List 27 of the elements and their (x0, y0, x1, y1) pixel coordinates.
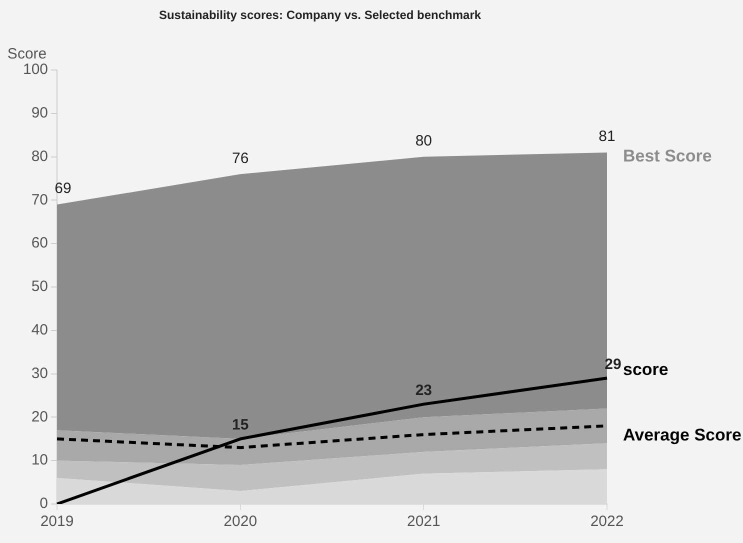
y-tick-label: 50 (31, 278, 48, 296)
x-tick-label: 2021 (406, 513, 440, 530)
series-label: score (623, 360, 668, 379)
data-label: 29 (604, 356, 622, 373)
y-tick-label: 60 (31, 234, 48, 252)
y-tick-label: 40 (31, 322, 48, 339)
y-tick-label: 0 (40, 495, 48, 512)
y-tick-label: 100 (22, 61, 48, 78)
total-label: 76 (232, 150, 249, 167)
total-label: 80 (415, 132, 432, 150)
y-axis-title: Score (7, 46, 47, 63)
y-tick-label: 20 (31, 408, 48, 426)
total-label: 69 (54, 180, 72, 198)
x-tick-label: 2019 (40, 513, 74, 530)
data-label: 15 (232, 416, 249, 434)
total-label: 81 (598, 128, 616, 146)
series-label: Average Score (623, 426, 742, 445)
x-tick-label: 2020 (224, 513, 258, 530)
y-tick-label: 30 (31, 364, 48, 382)
chart-title: Sustainability scores: Company vs. Selected benchmark (158, 8, 482, 22)
series-label: Best Score (623, 146, 712, 166)
y-tick-label: 10 (31, 452, 48, 469)
x-tick-label: 2022 (590, 513, 624, 530)
y-tick-label: 70 (31, 191, 48, 208)
data-label: 23 (415, 382, 432, 399)
y-tick-label: 90 (31, 104, 48, 122)
y-tick-label: 80 (31, 148, 48, 165)
